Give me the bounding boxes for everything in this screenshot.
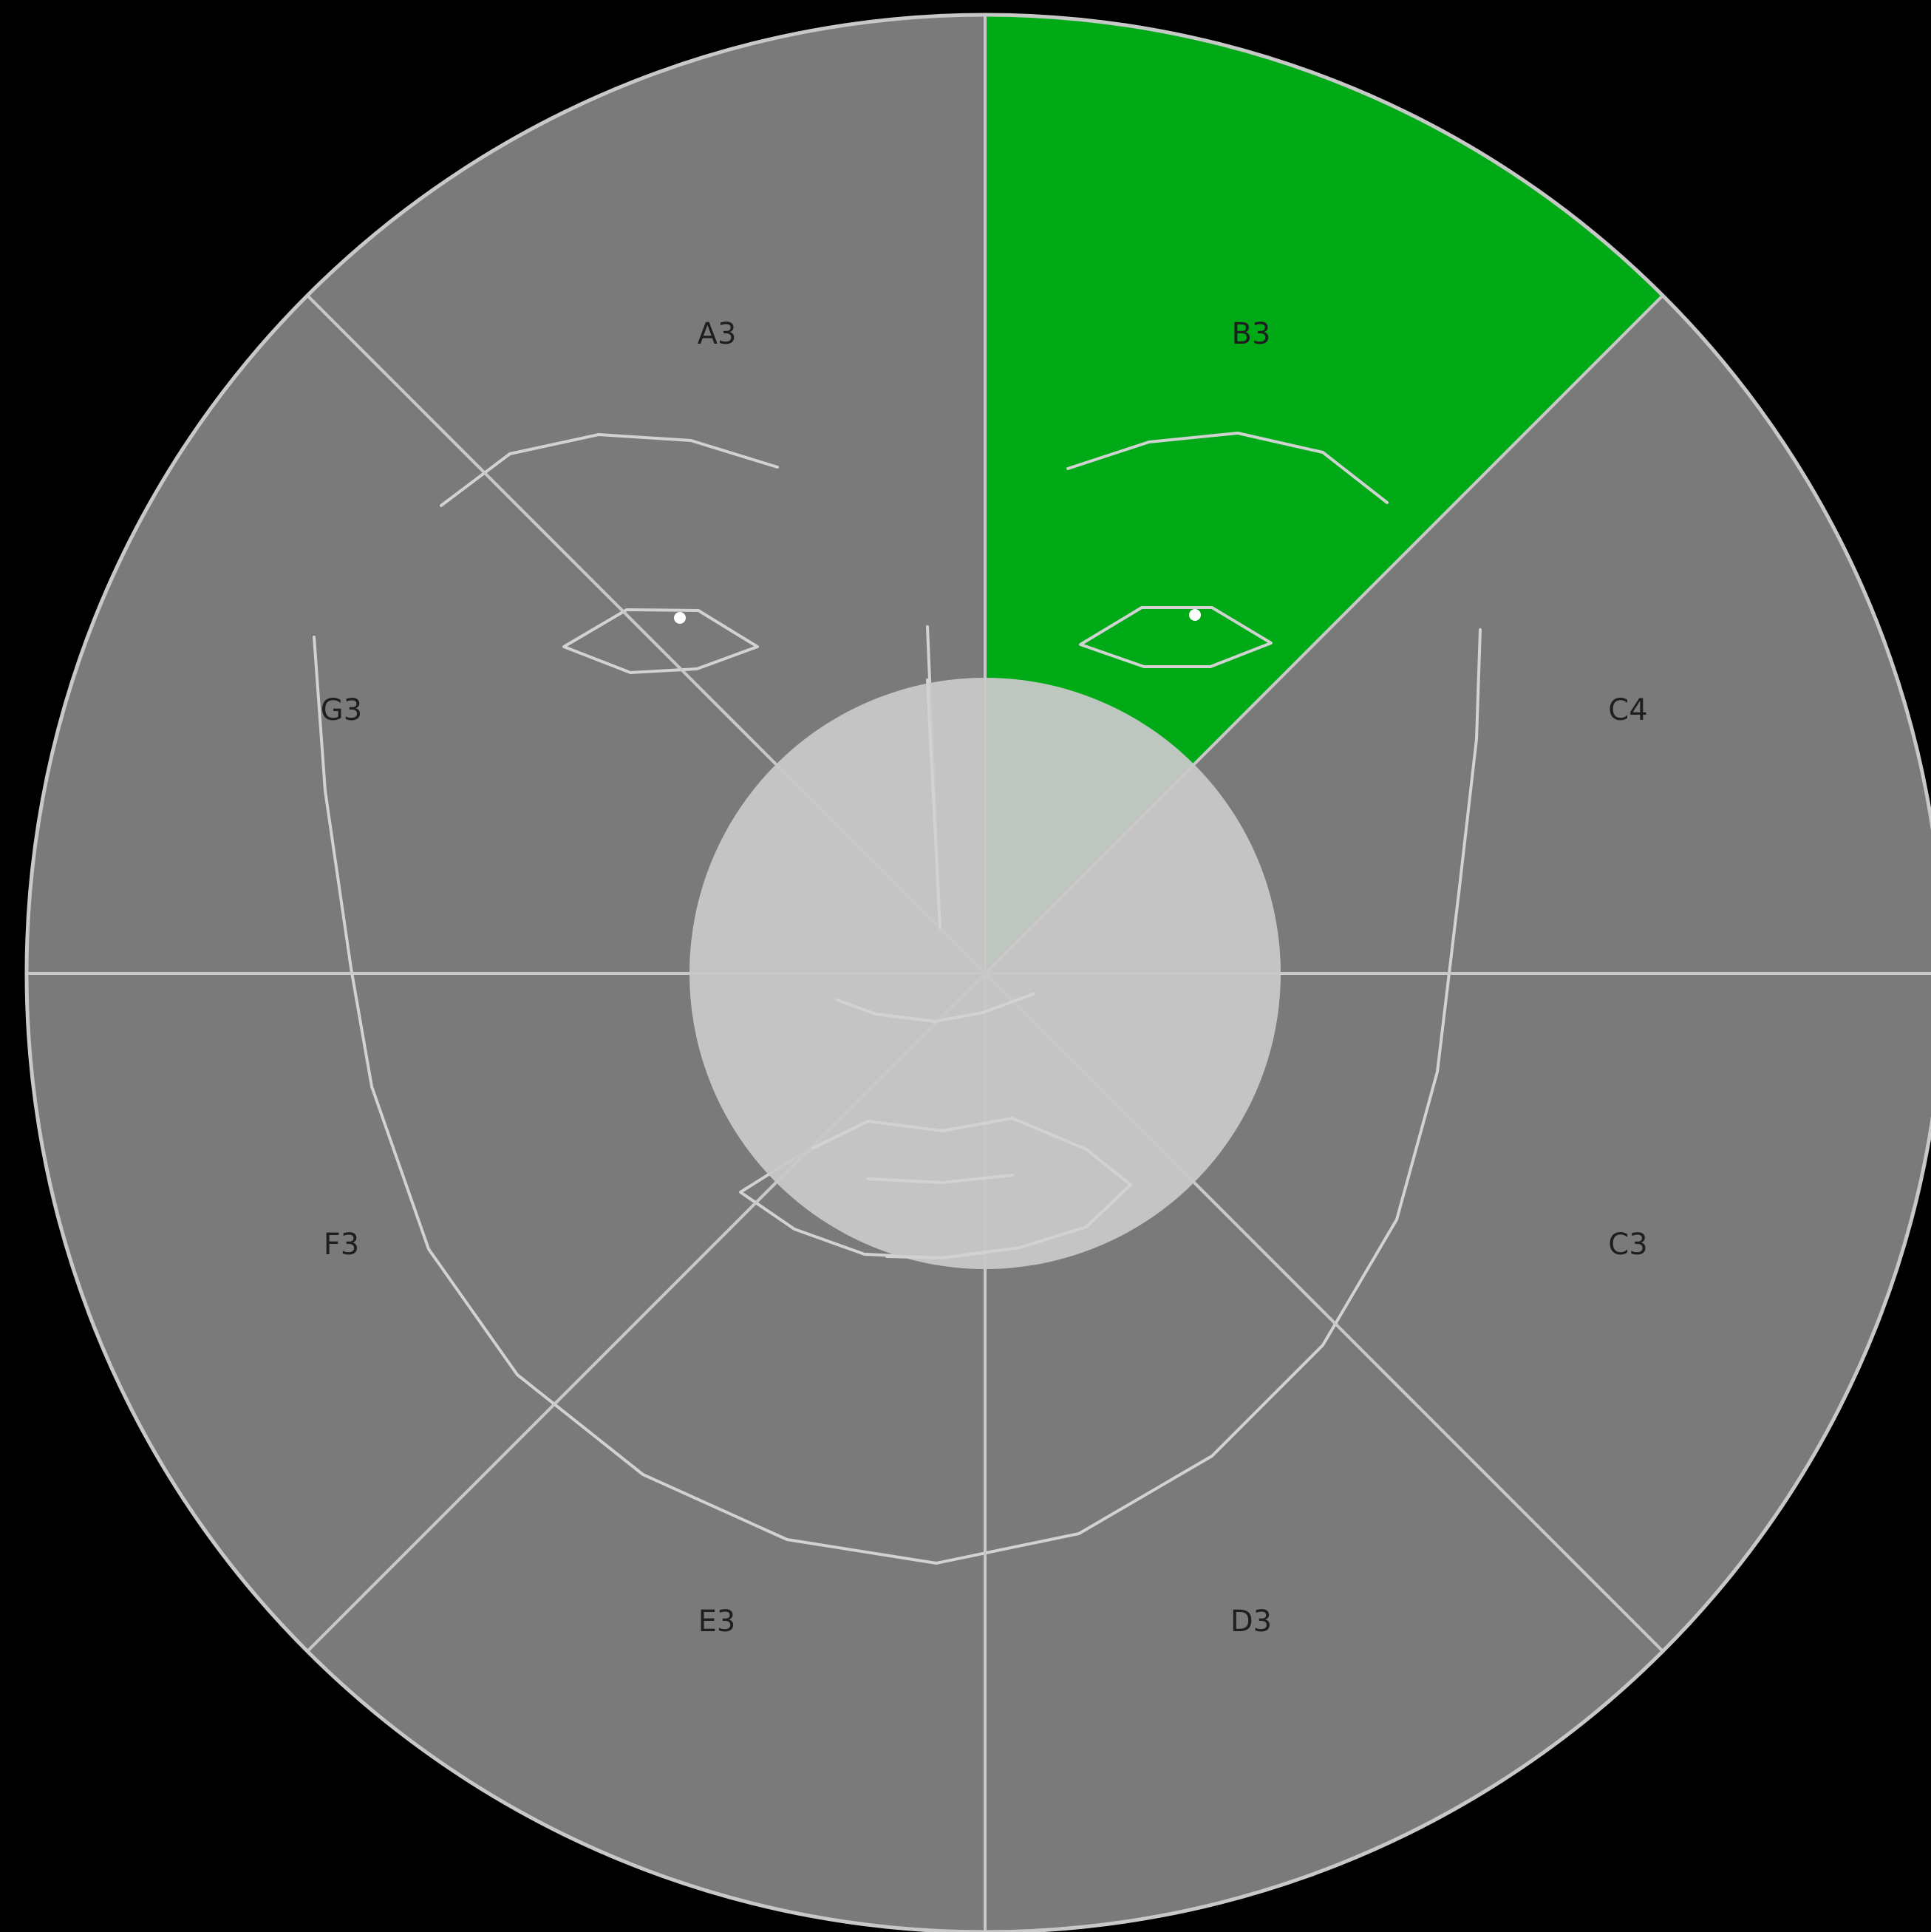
left-eye [562,608,759,674]
center-face-guide [811,678,1132,1259]
center-circle[interactable] [689,678,1281,1269]
left-eyebrow [440,433,779,507]
right-eyebrow [1066,432,1389,504]
right-eye [1079,606,1273,668]
left-pupil [674,612,686,624]
right-pupil [1189,609,1201,621]
face-contour [313,628,1482,1565]
